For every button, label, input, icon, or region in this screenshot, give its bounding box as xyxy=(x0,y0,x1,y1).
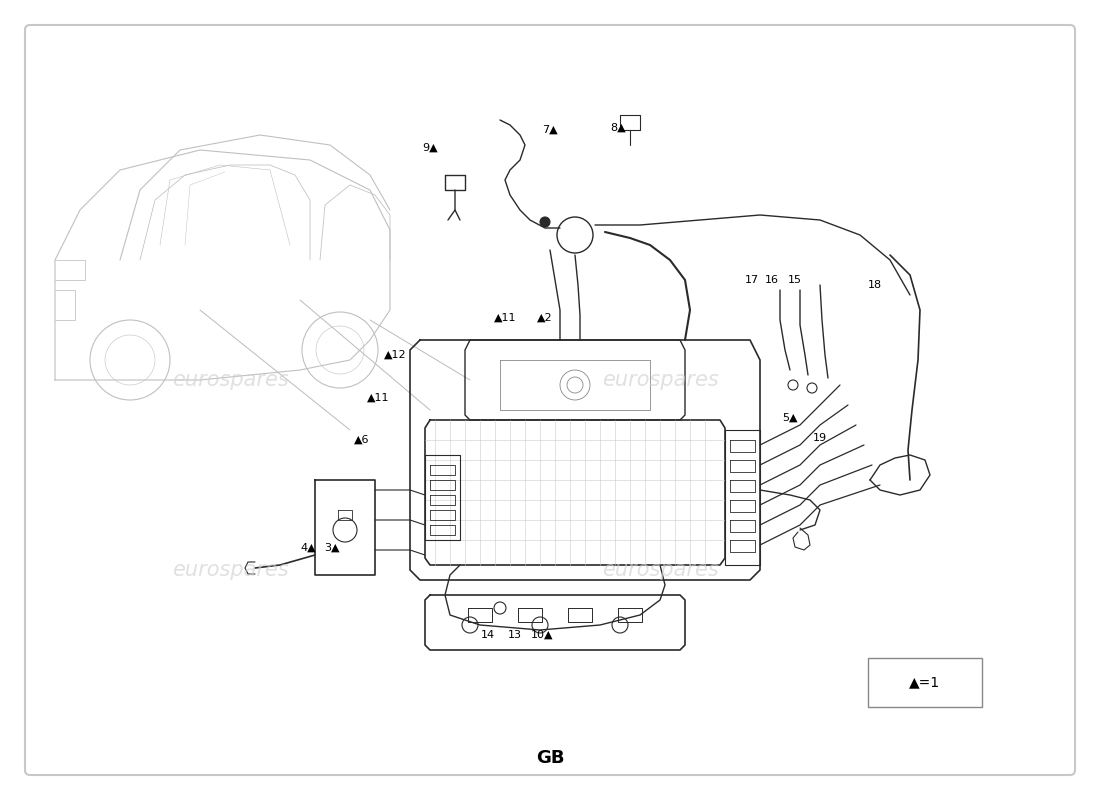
FancyBboxPatch shape xyxy=(868,658,982,707)
Text: eurospares: eurospares xyxy=(172,370,288,390)
Text: 5▲: 5▲ xyxy=(782,413,797,423)
Text: 8▲: 8▲ xyxy=(610,123,626,133)
Text: 17: 17 xyxy=(745,275,759,285)
Text: ▲6: ▲6 xyxy=(354,435,370,445)
Text: ▲11: ▲11 xyxy=(366,393,389,403)
Text: ▲2: ▲2 xyxy=(537,313,553,323)
Text: GB: GB xyxy=(536,749,564,767)
Circle shape xyxy=(540,217,550,227)
Text: 14: 14 xyxy=(481,630,495,640)
Text: 19: 19 xyxy=(813,433,827,443)
Text: 9▲: 9▲ xyxy=(422,143,438,153)
Text: eurospares: eurospares xyxy=(602,370,718,390)
Text: ▲12: ▲12 xyxy=(384,350,406,360)
Text: 13: 13 xyxy=(508,630,522,640)
Text: 16: 16 xyxy=(764,275,779,285)
Text: 10▲: 10▲ xyxy=(530,630,553,640)
FancyBboxPatch shape xyxy=(25,25,1075,775)
Text: 3▲: 3▲ xyxy=(324,543,340,553)
Text: 7▲: 7▲ xyxy=(542,125,558,135)
Text: 15: 15 xyxy=(788,275,802,285)
Text: ▲=1: ▲=1 xyxy=(910,675,940,689)
Text: 18: 18 xyxy=(868,280,882,290)
Text: ▲11: ▲11 xyxy=(494,313,516,323)
Text: eurospares: eurospares xyxy=(602,560,718,580)
Text: 4▲: 4▲ xyxy=(300,543,316,553)
Text: eurospares: eurospares xyxy=(172,560,288,580)
